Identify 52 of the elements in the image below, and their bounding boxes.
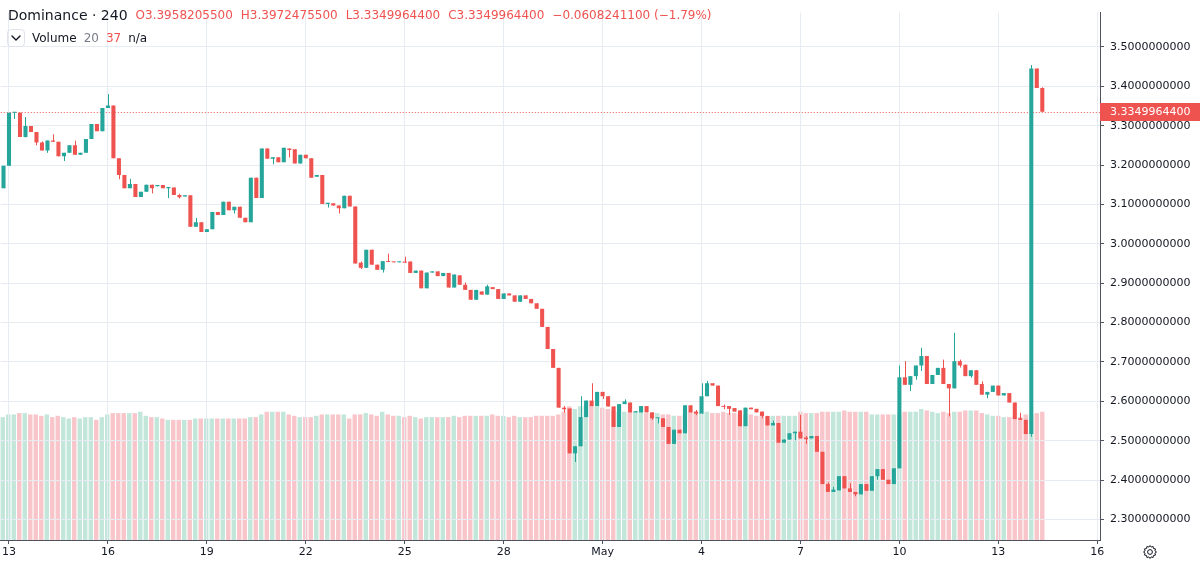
annotation: H3.3972475500 [240, 7, 338, 24]
candlestick [941, 359, 946, 385]
annotation: O3.3958205500 [135, 7, 233, 24]
x-tick-label: 13 [991, 545, 1006, 559]
x-tick-label: 16 [1090, 545, 1105, 559]
y-tick-label: 2.8000000000 [1110, 315, 1191, 329]
y-tick-label: 3.5000000000 [1110, 39, 1191, 53]
candlestick [617, 403, 622, 428]
y-tick-label: 3.2000000000 [1110, 157, 1191, 171]
bar [792, 415, 797, 540]
x-tick-label: May [591, 545, 615, 559]
y-tick-label: 2.4000000000 [1110, 472, 1191, 486]
y-tick-label: 2.5000000000 [1110, 433, 1191, 447]
x-tick-label: 28 [496, 545, 511, 559]
ref-line-label: 3.3349964400 [1110, 105, 1191, 119]
bar [677, 415, 682, 540]
y-tick-label: 3.4000000000 [1110, 79, 1191, 93]
bar [770, 415, 775, 540]
annotation: n/a [128, 30, 148, 47]
candlestick [309, 157, 314, 179]
bar [831, 411, 836, 540]
x-tick-label: 22 [298, 545, 313, 559]
candlestick [699, 382, 704, 415]
annotation: 37 [105, 30, 122, 47]
x-tick-label: 7 [796, 545, 804, 559]
y-tick-label: 2.3000000000 [1110, 512, 1191, 526]
annotation: C3.3349964400 [448, 7, 545, 24]
bar [633, 411, 638, 540]
candlestick [902, 360, 907, 386]
x-tick-label: 13 [2, 545, 16, 559]
annotation: 20 [83, 30, 99, 47]
candlestick [116, 157, 121, 180]
y-tick-label: 2.6000000000 [1110, 394, 1191, 408]
candlestick [919, 347, 924, 372]
y-tick-label: 2.9000000000 [1110, 276, 1191, 290]
x-tick-label: 25 [397, 545, 412, 559]
candlestick [776, 422, 781, 444]
annotation: −0.0608241100 (−1.79%) [552, 7, 712, 24]
annotation: L3.3349964400 [345, 7, 441, 24]
chart-title: Volume [32, 30, 77, 47]
bar [655, 413, 660, 540]
y-tick-label: 2.7000000000 [1110, 354, 1191, 368]
y-tick-label: 3.0000000000 [1110, 236, 1191, 250]
y-tick-label: 3.3000000000 [1110, 118, 1191, 132]
x-tick-label: 19 [199, 545, 214, 559]
bar [809, 413, 814, 540]
y-tick-label: 3.1000000000 [1110, 197, 1191, 211]
x-tick-label: 10 [892, 545, 907, 559]
x-tick-label: 4 [698, 545, 706, 559]
x-tick-label: 16 [100, 545, 115, 559]
bar [803, 413, 808, 540]
chart-title: Dominance · 240 [8, 6, 128, 24]
